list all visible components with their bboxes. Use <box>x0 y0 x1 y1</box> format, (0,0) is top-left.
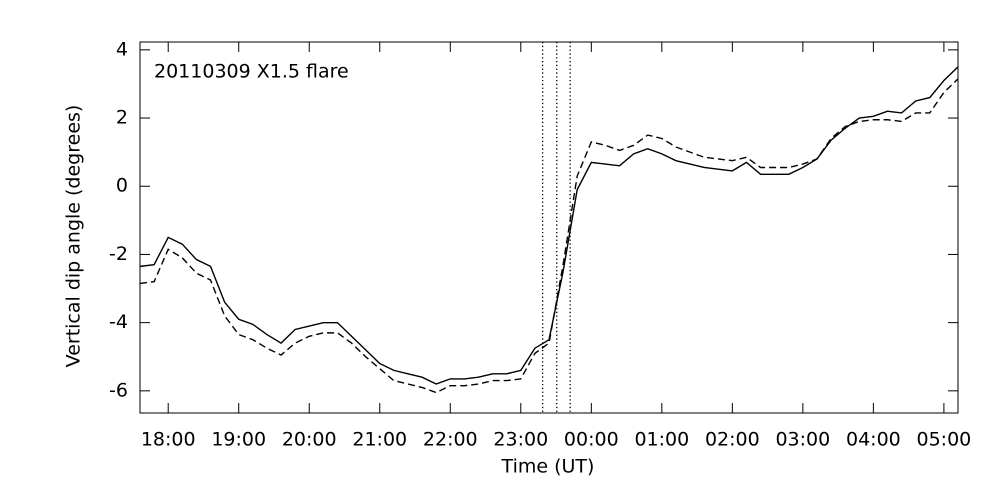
plot-frame <box>139 41 959 414</box>
y-tick-label: 0 <box>116 175 128 197</box>
x-tick-label: 05:00 <box>917 429 972 451</box>
y-tick-label: -6 <box>109 379 128 401</box>
x-tick-label: 03:00 <box>775 429 830 451</box>
x-tick-label: 22:00 <box>423 429 478 451</box>
x-axis-label: Time (UT) <box>501 456 595 478</box>
y-tick-label: -2 <box>109 243 128 265</box>
y-axis-label: Vertical dip angle (degrees) <box>63 105 85 368</box>
y-tick-label: 2 <box>116 107 128 129</box>
x-tick-label: 00:00 <box>564 429 619 451</box>
y-tick-label: -4 <box>109 311 128 333</box>
annotation: 20110309 X1.5 flare <box>154 61 349 83</box>
x-tick-label: 23:00 <box>493 429 548 451</box>
x-tick-label: 19:00 <box>211 429 266 451</box>
x-tick-label: 02:00 <box>705 429 760 451</box>
x-tick-label: 21:00 <box>352 429 407 451</box>
x-tick-label: 20:00 <box>282 429 337 451</box>
x-tick-label: 04:00 <box>846 429 901 451</box>
x-tick-label: 18:00 <box>141 429 196 451</box>
x-tick-label: 01:00 <box>634 429 689 451</box>
series-line <box>139 78 959 394</box>
y-tick-label: 4 <box>116 38 128 60</box>
series-line <box>139 66 959 385</box>
